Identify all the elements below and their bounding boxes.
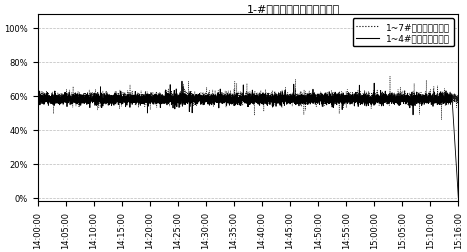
Text: 1-#枪电流占电流加总的比例: 1-#枪电流占电流加总的比例 [248,4,340,14]
Legend: 1~7#电子枪电流之和, 1~4#电子枪电流之和: 1~7#电子枪电流之和, 1~4#电子枪电流之和 [353,19,454,47]
